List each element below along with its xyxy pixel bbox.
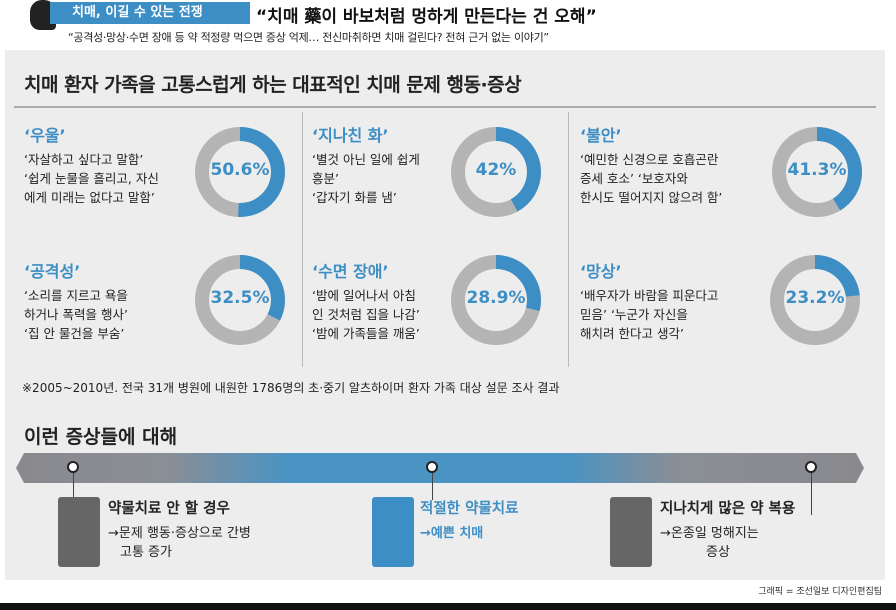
distressed-face-icon [58,497,100,567]
donut-value-arc [195,255,285,345]
percent-label: 32.5% [210,288,270,308]
desc-line: 인 것처럼 집을 나감’ [312,307,420,322]
percent-label: 50.6% [210,160,270,180]
divider [302,112,303,367]
timeline-pin [811,470,812,515]
desc-line: ‘집 안 물건을 부숨’ [24,326,125,341]
donut-chart: 23.2% [765,250,865,350]
section-title: 이런 증상들에 대해 [24,426,178,448]
item-title: 약물치료 안 할 경우 [108,501,230,517]
graphic-credit: 그래픽 = 조선일보 디자인편집팀 [758,587,882,597]
desc-line: 흥분’ [312,171,339,186]
bottom-bar [0,603,896,610]
survey-note: ※2005~2010년. 전국 31개 병원에 내원한 1786명의 초·중기 … [22,381,560,395]
desc-line: ‘배우자가 바람을 피운다고 [580,288,719,303]
desc-line: 하거나 폭력을 행사’ [24,307,128,322]
sitting-person-clock-icon [610,497,652,567]
divider [568,112,569,367]
timeline-pin [432,470,433,500]
donut-value-arc [451,255,541,345]
desc-line: 믿음’ ‘누군가 자신을 [580,307,688,322]
symptom-name: ‘지나친 화’ [312,126,389,145]
desc-line: ‘별것 아닌 일에 쉽게 [312,152,420,167]
item-desc: →온종일 멍해지는 [660,526,759,541]
donut-value-arc [770,255,860,345]
symptom-name: ‘공격성’ [24,262,81,281]
timeline-pin [73,470,74,515]
item-title: 적절한 약물치료 [420,501,519,517]
item-desc: 증상 [706,545,730,560]
desc-line: 한시도 떨어지지 않으려 함’ [580,190,723,205]
percent-label: 28.9% [466,288,526,308]
desc-line: 에게 미래는 없다고 말함’ [24,190,155,205]
donut-value-arc [195,127,285,217]
donut-chart: 42% [446,122,546,222]
symptom-name: ‘불안’ [580,126,622,145]
desc-line: ‘갑자기 화를 냄’ [312,190,397,205]
desc-line: ‘예민한 신경으로 호흡곤란 [580,152,719,167]
headline: “치매 藥이 바보처럼 멍하게 만든다는 건 오해” [256,7,597,27]
desc-line: 해치려 한다고 생각’ [580,326,684,341]
symptom-name: ‘망상’ [580,262,622,281]
desc-line: ‘자살하고 싶다고 말함’ [24,152,144,167]
subheadline: “공격성·망상·수면 장애 등 약 적정량 먹으면 증상 억제… 전신마취하면 … [68,31,549,44]
donut-value-arc [772,127,862,217]
desc-line: ‘밤에 가족들을 깨움’ [312,326,420,341]
percent-label: 23.2% [785,288,845,308]
symptom-name: ‘우울’ [24,126,66,145]
donut-value-arc [451,127,541,217]
treatment-timeline [16,453,864,483]
desc-line: ‘쉽게 눈물을 흘리고, 자신 [24,171,159,186]
symptom-name: ‘수면 장애’ [312,262,389,281]
infographic-panel [5,50,885,580]
item-desc: 고통 증가 [120,545,172,560]
desc-line: 증세 호소’ ‘보호자와 [580,171,688,186]
item-desc: →예쁜 치매 [420,526,484,541]
percent-label: 42% [475,160,517,180]
desc-line: ‘소리를 지르고 욕을 [24,288,128,303]
item-title: 지나치게 많은 약 복용 [660,501,796,517]
desc-line: ‘밤에 일어나서 아침 [312,288,416,303]
infographic-title: 치매 환자 가족을 고통스럽게 하는 대표적인 치매 문제 행동·증상 [24,74,522,96]
series-label: 치매, 이길 수 있는 전쟁 [50,2,250,24]
divider [14,106,876,108]
donut-chart: 50.6% [190,122,290,222]
item-desc: →문제 행동·증상으로 간병 [108,526,251,541]
happy-family-icon [372,497,414,567]
donut-chart: 28.9% [446,250,546,350]
percent-label: 41.3% [787,160,847,180]
donut-chart: 32.5% [190,250,290,350]
timeline-dot [805,461,817,473]
timeline-dot [426,461,438,473]
donut-chart: 41.3% [767,122,867,222]
timeline-dot [67,461,79,473]
